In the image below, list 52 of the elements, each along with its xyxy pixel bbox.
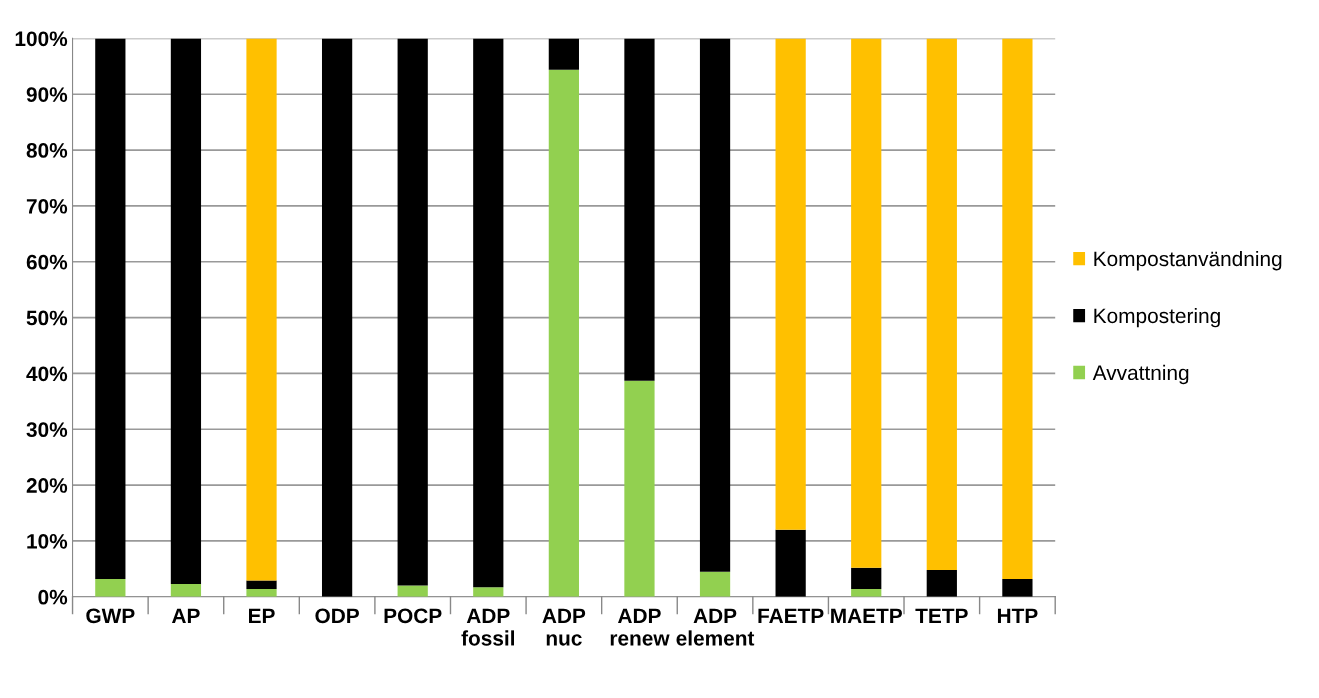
bar xyxy=(95,578,126,597)
bar xyxy=(775,529,806,597)
bar xyxy=(851,38,882,568)
x-tick-label: ADP renew xyxy=(610,608,670,646)
y-tick-label: 90% xyxy=(26,87,68,102)
bar xyxy=(473,587,504,597)
x-tick-label: HTP xyxy=(997,608,1038,623)
x-tick-label: ADP element xyxy=(676,608,755,646)
y-tick-label: 30% xyxy=(26,422,68,438)
x-tick-label: ADP nuc xyxy=(542,608,586,646)
bar xyxy=(1002,578,1033,597)
bar xyxy=(95,38,126,579)
bar xyxy=(246,38,277,581)
y-tick-label: 40% xyxy=(26,366,68,382)
x-tick-label: FAETP xyxy=(758,608,824,623)
y-tick-label: 60% xyxy=(26,254,68,270)
bar xyxy=(246,580,277,589)
bar xyxy=(775,38,806,530)
bar xyxy=(699,38,731,572)
y-tick-label: 10% xyxy=(27,533,68,549)
legend-label: Kompostanvändning xyxy=(1094,250,1282,271)
bar xyxy=(397,38,428,586)
legend-label: Kompostering xyxy=(1094,307,1220,328)
x-tick-label: ADP fossil xyxy=(461,608,515,646)
bar xyxy=(699,571,731,597)
y-tick-label: 50% xyxy=(26,310,68,326)
legend-label: Avvattning xyxy=(1092,364,1189,385)
x-tick-label: AP xyxy=(171,608,200,623)
x-tick-label: TETP xyxy=(915,608,968,623)
x-tick-label: EP xyxy=(249,608,275,623)
bar xyxy=(624,38,655,381)
bar xyxy=(473,38,504,588)
y-tick-label: 70% xyxy=(26,198,68,214)
bar xyxy=(548,69,579,597)
y-tick-label: 0% xyxy=(38,589,68,605)
bar xyxy=(321,38,353,597)
bar xyxy=(926,38,957,570)
y-tick-label: 100% xyxy=(15,31,68,47)
x-tick-label: POCP xyxy=(384,608,442,624)
bar xyxy=(170,38,202,584)
x-tick-label: GWP xyxy=(86,608,135,624)
x-tick-label: MAETP xyxy=(831,608,902,623)
bar xyxy=(926,569,957,597)
bar xyxy=(624,380,655,597)
bar xyxy=(170,583,202,597)
bar xyxy=(246,588,277,597)
x-tick-label: ODP xyxy=(315,608,359,624)
y-tick-label: 20% xyxy=(26,478,68,493)
bar xyxy=(851,567,882,589)
bar xyxy=(1002,38,1033,579)
y-tick-label: 80% xyxy=(26,143,68,158)
bar xyxy=(548,38,579,70)
